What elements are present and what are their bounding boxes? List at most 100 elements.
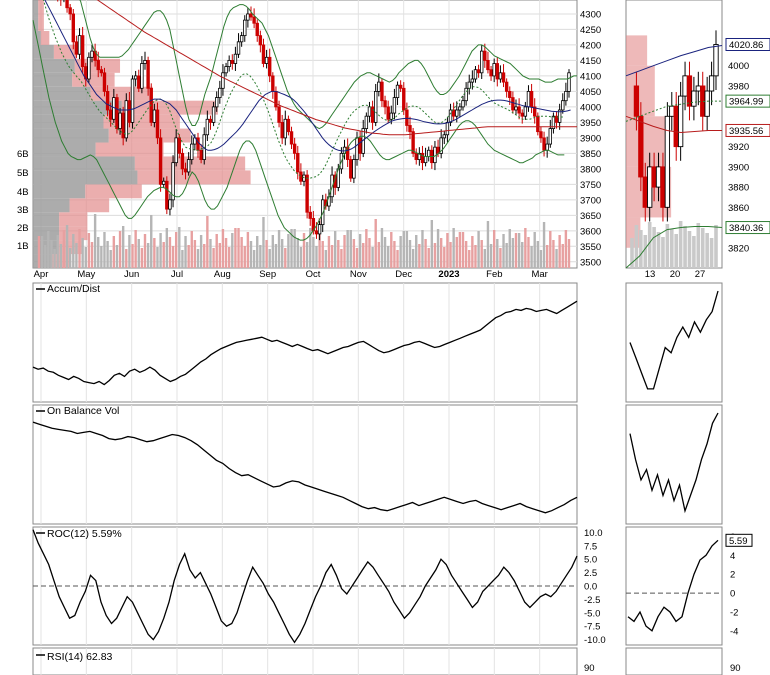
candle-body: [474, 70, 477, 79]
candle-body: [415, 153, 418, 159]
zoom-day-label: 27: [695, 269, 706, 280]
zoom-candle-body: [639, 116, 643, 177]
volume-profile-bar-down: [33, 212, 59, 226]
zoom-price-tick-label: 3980: [728, 81, 749, 92]
volume-bar: [281, 239, 283, 268]
volume-profile-bar-up: [85, 184, 142, 198]
month-label: Jun: [124, 269, 139, 280]
volume-bar: [431, 220, 433, 268]
candle-body: [502, 73, 505, 82]
candle-body: [97, 60, 100, 69]
roc-tick-label: 0.0: [584, 582, 597, 593]
volume-bar: [225, 238, 227, 268]
volume-bar: [512, 238, 514, 268]
zoom-panel-frame-4: [626, 648, 722, 675]
candle-body: [219, 88, 222, 97]
volume-bar: [253, 250, 255, 268]
volume-bar: [166, 228, 168, 268]
zoom-volume-bar: [674, 234, 678, 268]
volume-profile-bar-down: [33, 59, 75, 73]
zoom-volume-bar: [683, 226, 687, 268]
volume-bar: [415, 235, 417, 268]
volume-profile-bar-down: [33, 129, 109, 143]
zoom-price-tick-label: 3880: [728, 183, 749, 194]
zoom-candle-body: [647, 167, 651, 207]
volume-bar: [322, 241, 324, 268]
volume-bar: [57, 235, 59, 268]
volume-tick-label: 3B: [17, 205, 29, 216]
zoom-price-tick-label: 4000: [728, 61, 749, 72]
volume-bar: [216, 234, 218, 268]
month-label: May: [77, 269, 95, 280]
candle-body: [72, 14, 75, 42]
candle-body: [240, 36, 243, 42]
candle-body: [393, 98, 396, 113]
volume-bar: [446, 233, 448, 268]
price-tick-label: 4100: [580, 71, 601, 82]
volume-bar: [568, 239, 570, 268]
candle-body: [296, 153, 299, 172]
candle-body: [480, 51, 483, 73]
zoom-candle-body: [696, 86, 700, 91]
zoom-candle-body: [705, 91, 709, 116]
candle-body: [315, 231, 318, 234]
candle-body: [508, 91, 511, 97]
volume-tick-label: 1B: [17, 241, 29, 252]
month-label: Feb: [486, 269, 502, 280]
volume-bar: [272, 235, 274, 268]
month-label: Aug: [214, 269, 231, 280]
volume-bar: [228, 247, 230, 268]
volume-bar: [459, 232, 461, 268]
zoom-candle-body: [683, 76, 687, 96]
candle-body: [162, 181, 165, 184]
volume-bar: [562, 244, 564, 268]
volume-bar: [262, 217, 264, 268]
volume-profile-bar-up: [137, 170, 250, 184]
volume-bar: [237, 228, 239, 268]
volume-bar: [434, 243, 436, 268]
volume-bar: [331, 245, 333, 268]
volume-bar: [100, 246, 102, 268]
candle-body: [200, 150, 203, 159]
volume-bar: [471, 236, 473, 268]
volume-bar: [163, 242, 165, 268]
candle-body: [209, 119, 212, 122]
volume-bar: [200, 235, 202, 268]
candle-body: [187, 160, 190, 172]
zoom-candle-body: [656, 167, 660, 187]
volume-bar: [53, 249, 55, 268]
volume-bar: [440, 238, 442, 268]
price-tick-label: 3800: [580, 164, 601, 175]
volume-bar: [368, 238, 370, 268]
candle-body: [247, 14, 250, 20]
volume-bar: [356, 248, 358, 268]
volume-profile-bar-up: [90, 87, 152, 101]
candle-body: [66, 0, 69, 8]
volume-bar: [443, 247, 445, 268]
month-label: Oct: [306, 269, 321, 280]
obv-title: On Balance Vol: [47, 405, 119, 417]
candle-body: [206, 119, 209, 134]
volume-bar: [91, 242, 93, 268]
volume-bar: [122, 226, 124, 268]
zoom-candle-body: [674, 106, 678, 146]
candle-body: [349, 160, 352, 179]
volume-bar: [505, 243, 507, 268]
candle-body: [91, 51, 94, 57]
volume-bar: [265, 240, 267, 268]
roc-tick-label: 7.5: [584, 541, 597, 552]
volume-bar: [147, 243, 149, 268]
zoom-volume-bar: [688, 231, 692, 268]
zoom-candle-body: [678, 96, 682, 147]
volume-bar: [66, 225, 68, 268]
zoom-volume-bar: [705, 233, 709, 268]
volume-bar: [300, 247, 302, 268]
volume-bar: [63, 230, 65, 268]
candle-body: [237, 42, 240, 54]
candle-body: [106, 91, 109, 110]
volume-profile-bar-down: [33, 0, 38, 17]
volume-bar: [378, 242, 380, 268]
candle-body: [134, 76, 137, 79]
price-tick-label: 4000: [580, 102, 601, 113]
